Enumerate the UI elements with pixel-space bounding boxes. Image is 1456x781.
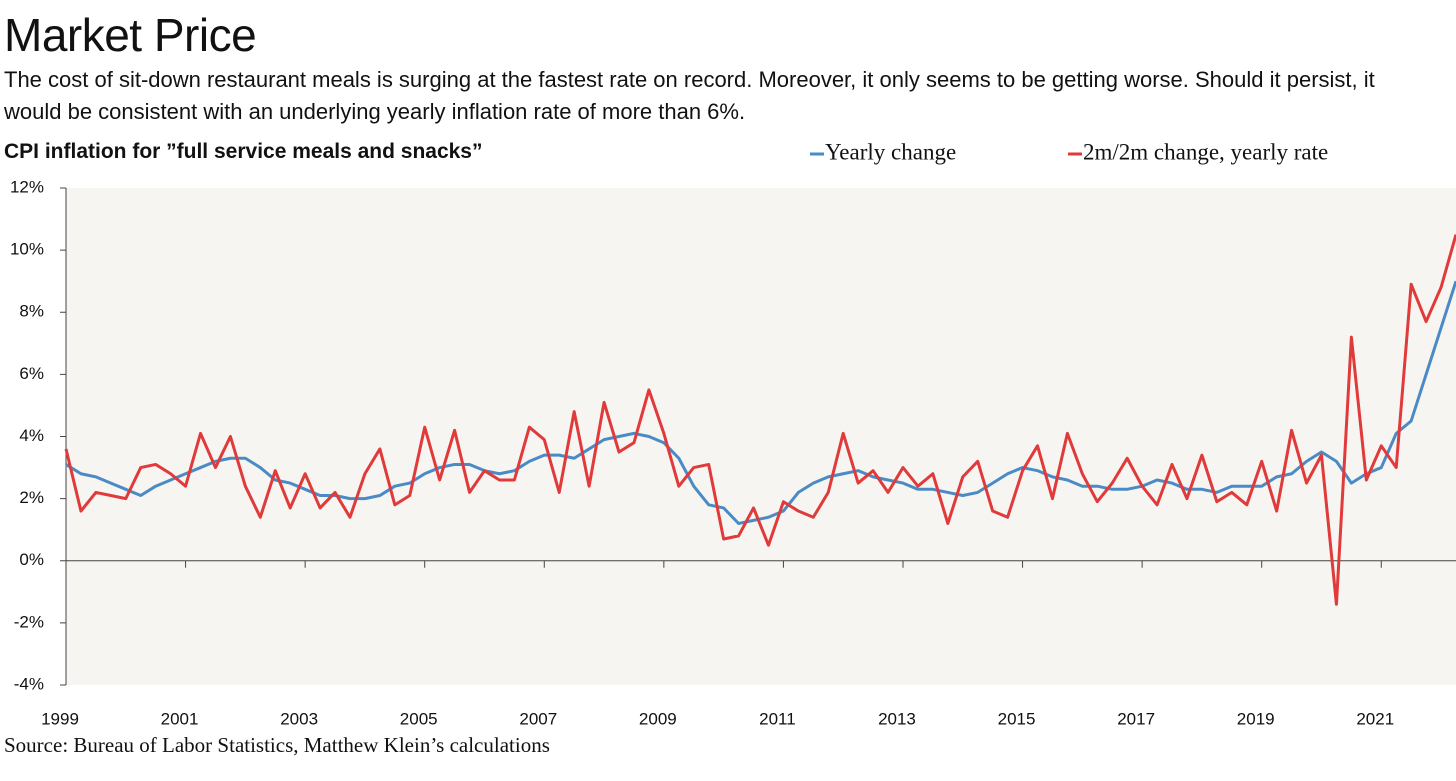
y-tick-label: 4% bbox=[19, 426, 44, 445]
title: Market Price bbox=[4, 9, 257, 61]
x-tick-label: 2001 bbox=[161, 709, 199, 728]
series-line bbox=[65, 280, 1456, 525]
y-tick-label: 8% bbox=[19, 302, 44, 321]
series-line bbox=[64, 234, 1456, 606]
y-tick-label: 10% bbox=[10, 240, 44, 259]
x-tick-label: 2003 bbox=[280, 709, 318, 728]
x-tick-label: 2017 bbox=[1117, 709, 1155, 728]
x-tick-label: 2005 bbox=[400, 709, 438, 728]
y-tick-label: 6% bbox=[19, 364, 44, 383]
y-tick-label: 12% bbox=[10, 177, 44, 196]
x-tick-label: 2009 bbox=[639, 709, 677, 728]
plot-background bbox=[66, 188, 1456, 685]
chart-title: CPI inflation for ”full service meals an… bbox=[4, 140, 483, 163]
x-tick-label: 2019 bbox=[1237, 709, 1275, 728]
x-tick-label: 2011 bbox=[759, 709, 796, 728]
subtitle: The cost of sit-down restaurant meals is… bbox=[4, 67, 1375, 124]
x-tick-label: 2013 bbox=[878, 709, 916, 728]
y-tick-label: 0% bbox=[19, 550, 44, 569]
y-tick-label: -2% bbox=[14, 612, 44, 631]
x-tick-label: 1999 bbox=[41, 709, 79, 728]
x-tick-label: 2021 bbox=[1356, 709, 1394, 728]
x-tick-label: 2015 bbox=[998, 709, 1036, 728]
y-tick-label: 2% bbox=[19, 488, 44, 507]
source: Source: Bureau of Labor Statistics, Matt… bbox=[4, 733, 550, 757]
legend-label: Yearly change bbox=[825, 139, 956, 164]
y-tick-label: -4% bbox=[14, 674, 44, 693]
legend-label: 2m/2m change, yearly rate bbox=[1083, 139, 1328, 164]
x-tick-label: 2007 bbox=[519, 709, 557, 728]
